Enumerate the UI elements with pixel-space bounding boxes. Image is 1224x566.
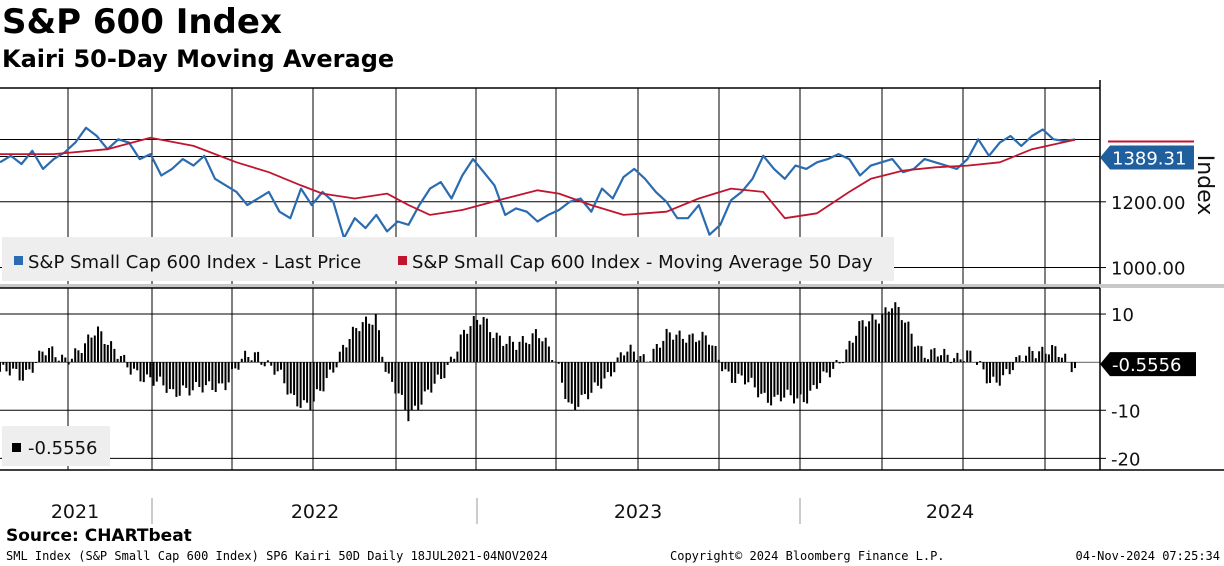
x-year-label: 2021	[51, 501, 99, 523]
chart-subtitle: Kairi 50-Day Moving Average	[2, 45, 395, 73]
legend-swatch-price	[14, 256, 23, 265]
y-tick-label-lower: 10	[1111, 305, 1134, 326]
ma-series-line	[0, 136, 1076, 220]
footer-timestamp: 04-Nov-2024 07:25:34	[1075, 549, 1221, 563]
y-tick-label-upper: 1200.00	[1111, 193, 1185, 214]
panel-splitter[interactable]	[0, 284, 1224, 288]
legend-swatch-ma	[398, 256, 407, 265]
price-series-line	[0, 126, 1076, 240]
legend-swatch-kairi	[12, 443, 21, 452]
chart-svg: 1000.00 1200.00 10 -10 -20 1389.31 -0.5556 2021…	[0, 80, 1224, 524]
y-axis-label: Index	[1192, 155, 1217, 216]
x-year-label: 2023	[614, 501, 662, 523]
price-last-value-label: 1389.31	[1112, 148, 1186, 169]
price-last-value-box	[1100, 145, 1194, 170]
legend-label-price: S&P Small Cap 600 Index - Last Price	[28, 252, 361, 273]
kairi-last-value-box	[1100, 352, 1196, 377]
footer-description: SML Index (S&P Small Cap 600 Index) SP6 …	[6, 549, 548, 563]
kairi-last-value-label: -0.5556	[1112, 355, 1181, 376]
y-tick-label-lower: -10	[1111, 401, 1140, 422]
y-tick-label-upper: 1000.00	[1111, 259, 1185, 280]
y-tick-label-lower: -20	[1111, 449, 1140, 470]
x-year-label: 2022	[291, 501, 339, 523]
legend-label-ma: S&P Small Cap 600 Index - Moving Average…	[412, 252, 873, 273]
footer-copyright: Copyright© 2024 Bloomberg Finance L.P.	[670, 549, 945, 563]
upper-legend-box	[2, 237, 894, 281]
chart-title: S&P 600 Index	[2, 2, 282, 42]
source-note: Source: CHARTbeat	[6, 526, 192, 546]
legend-label-kairi: -0.5556	[28, 438, 97, 459]
x-year-label: 2024	[926, 501, 974, 523]
